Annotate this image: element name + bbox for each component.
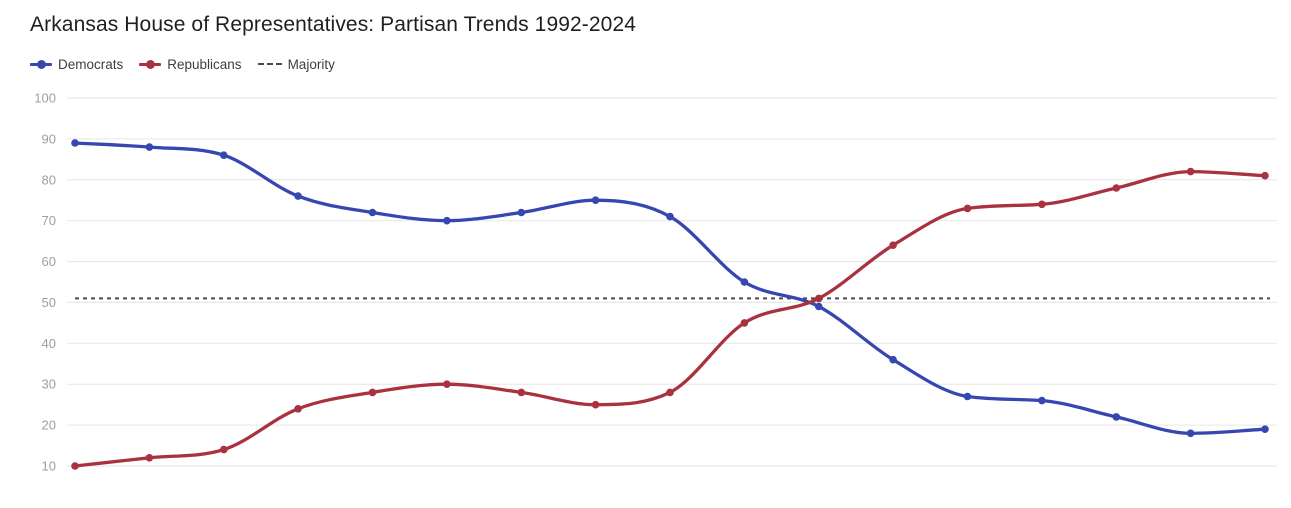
y-axis-tick-label: 70 — [42, 213, 56, 228]
y-axis-tick-label: 60 — [42, 254, 56, 269]
republicans-data-point-1998 — [294, 405, 302, 413]
y-axis-tick-label: 90 — [42, 131, 56, 146]
republicans-data-point-2022 — [1186, 167, 1195, 176]
republicans-data-point-2000 — [368, 388, 377, 397]
y-axis-tick-label: 40 — [42, 336, 56, 351]
democrats-data-point-2008 — [666, 212, 674, 221]
republicans-data-point-2004 — [517, 388, 526, 397]
y-axis-tick-label: 50 — [42, 295, 56, 310]
democrats-data-point-2022 — [1186, 429, 1195, 438]
republicans-data-point-2006 — [591, 400, 600, 409]
legend-label-majority: Majority — [287, 56, 335, 72]
republicans-data-point-2020 — [1112, 184, 1121, 192]
legend: Democrats Republicans Majority — [30, 56, 335, 72]
y-axis-tick-label: 20 — [42, 418, 56, 433]
y-axis-tick-label: 10 — [42, 459, 56, 474]
republicans-data-point-2014 — [889, 241, 897, 249]
democrats-data-point-2004 — [517, 208, 526, 217]
democrats-data-point-2020 — [1112, 413, 1121, 421]
democrats-data-point-2006 — [591, 196, 600, 204]
chart-title: Arkansas House of Representatives: Parti… — [30, 13, 637, 36]
legend-item-democrats: Democrats — [30, 57, 123, 72]
democrats-data-point-1998 — [294, 192, 302, 200]
democrats-line-marker — [30, 59, 52, 69]
legend-label-republicans: Republicans — [167, 56, 242, 72]
republicans-data-point-1996 — [220, 445, 228, 454]
republicans-data-point-2002 — [443, 380, 451, 389]
democrats-data-point-2014 — [889, 355, 897, 364]
democrats-data-point-1992 — [71, 139, 79, 147]
republicans-series-line — [73, 169, 1267, 468]
y-axis-tick-label: 80 — [42, 172, 56, 187]
legend-item-republicans: Republicans — [139, 56, 242, 72]
republicans-data-point-2012 — [815, 294, 823, 303]
republicans-data-point-2010 — [740, 319, 749, 327]
republicans-data-point-2008 — [666, 388, 674, 397]
democrats-series-line — [73, 141, 1267, 435]
democrats-data-point-2000 — [368, 208, 377, 217]
y-axis-tick-label: 30 — [42, 377, 56, 392]
republicans-data-point-2024 — [1261, 171, 1269, 180]
legend-label-democrats: Democrats — [58, 56, 124, 72]
democrats-data-point-2012 — [815, 302, 823, 311]
democrats-data-point-2016 — [963, 392, 972, 401]
republicans-data-point-2016 — [963, 204, 972, 213]
republicans-data-point-2018 — [1038, 200, 1046, 209]
y-axis-tick-label: 100 — [34, 91, 56, 106]
democrats-data-point-2018 — [1038, 396, 1046, 405]
democrats-data-point-2002 — [443, 216, 451, 225]
democrats-data-point-1996 — [220, 151, 228, 159]
republicans-line-marker — [139, 59, 162, 69]
republicans-data-point-1992 — [71, 462, 79, 470]
democrats-data-point-2010 — [740, 278, 749, 286]
democrats-data-point-1994 — [145, 143, 154, 151]
majority-dash-marker — [257, 63, 282, 65]
republicans-data-point-1994 — [145, 454, 154, 462]
legend-item-majority: Majority — [257, 56, 335, 72]
democrats-data-point-2024 — [1261, 425, 1269, 434]
